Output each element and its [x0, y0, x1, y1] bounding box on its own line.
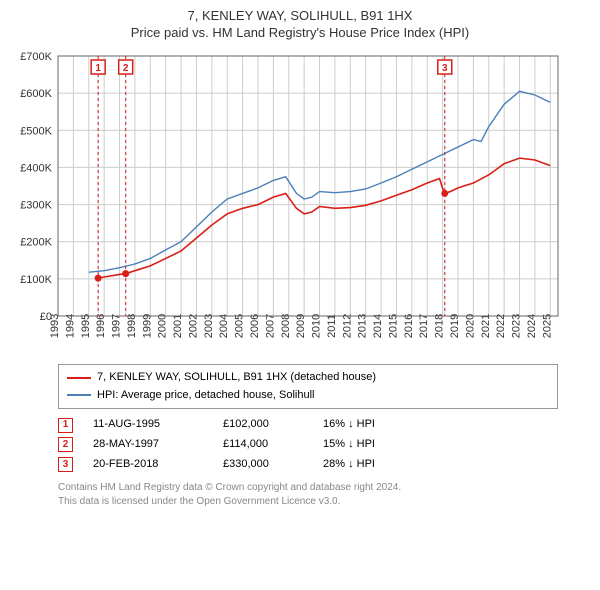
svg-text:2007: 2007 [264, 314, 276, 338]
svg-text:2003: 2003 [203, 314, 215, 338]
svg-text:£600K: £600K [20, 88, 52, 100]
sale-row: 3 20-FEB-2018 £330,000 28% ↓ HPI [58, 455, 558, 475]
title-subtitle: Price paid vs. HM Land Registry's House … [8, 25, 592, 40]
svg-text:2010: 2010 [311, 314, 323, 338]
svg-text:2006: 2006 [249, 314, 261, 338]
sale-badge: 3 [58, 457, 73, 472]
svg-text:2: 2 [123, 63, 129, 74]
svg-text:£700K: £700K [20, 51, 52, 63]
sale-row: 1 11-AUG-1995 £102,000 16% ↓ HPI [58, 415, 558, 435]
svg-text:1999: 1999 [141, 314, 153, 338]
legend-label: HPI: Average price, detached house, Soli… [97, 387, 315, 405]
sales-table: 1 11-AUG-1995 £102,000 16% ↓ HPI 2 28-MAY-199… [58, 415, 558, 474]
svg-text:2019: 2019 [449, 314, 461, 338]
sale-badge: 1 [58, 418, 73, 433]
footer-line1: Contains HM Land Registry data © Crown c… [58, 481, 592, 495]
title-block: 7, KENLEY WAY, SOLIHULL, B91 1HX Price p… [8, 8, 592, 40]
chart-container: £0£100K£200K£300K£400K£500K£600K£700K199… [8, 48, 592, 358]
svg-text:2020: 2020 [464, 314, 476, 338]
svg-text:2018: 2018 [434, 314, 446, 338]
sale-date: 20-FEB-2018 [93, 455, 203, 475]
svg-text:2024: 2024 [526, 314, 538, 338]
footer: Contains HM Land Registry data © Crown c… [58, 481, 592, 509]
svg-text:2022: 2022 [495, 314, 507, 338]
svg-text:2013: 2013 [357, 314, 369, 338]
sale-price: £114,000 [223, 435, 303, 455]
svg-text:2023: 2023 [511, 314, 523, 338]
svg-text:1995: 1995 [80, 314, 92, 338]
svg-text:2021: 2021 [480, 314, 492, 338]
sale-price: £330,000 [223, 455, 303, 475]
svg-text:1997: 1997 [111, 314, 123, 338]
footer-line2: This data is licensed under the Open Gov… [58, 495, 592, 509]
legend-swatch [67, 377, 91, 379]
svg-text:£100K: £100K [20, 274, 52, 286]
sale-diff: 15% ↓ HPI [323, 435, 423, 455]
svg-text:2011: 2011 [326, 314, 338, 338]
svg-text:2005: 2005 [234, 314, 246, 338]
sale-diff: 28% ↓ HPI [323, 455, 423, 475]
svg-text:2015: 2015 [387, 314, 399, 338]
sale-diff: 16% ↓ HPI [323, 415, 423, 435]
svg-text:2016: 2016 [403, 314, 415, 338]
svg-text:1: 1 [95, 63, 101, 74]
svg-text:2008: 2008 [280, 314, 292, 338]
sale-price: £102,000 [223, 415, 303, 435]
svg-text:£300K: £300K [20, 200, 52, 212]
svg-text:£400K: £400K [20, 162, 52, 174]
legend-swatch [67, 394, 91, 396]
svg-text:2000: 2000 [157, 314, 169, 338]
svg-text:2012: 2012 [341, 314, 353, 338]
svg-text:1993: 1993 [49, 314, 61, 338]
svg-text:2014: 2014 [372, 314, 384, 338]
legend-row: 7, KENLEY WAY, SOLIHULL, B91 1HX (detach… [67, 369, 549, 387]
svg-text:2025: 2025 [541, 314, 553, 338]
sale-row: 2 28-MAY-1997 £114,000 15% ↓ HPI [58, 435, 558, 455]
svg-text:3: 3 [442, 63, 448, 74]
svg-text:1994: 1994 [64, 314, 76, 338]
title-address: 7, KENLEY WAY, SOLIHULL, B91 1HX [8, 8, 592, 23]
svg-text:2001: 2001 [172, 314, 184, 338]
svg-text:1998: 1998 [126, 314, 138, 338]
legend-row: HPI: Average price, detached house, Soli… [67, 387, 549, 405]
sale-badge: 2 [58, 437, 73, 452]
svg-text:2004: 2004 [218, 314, 230, 338]
legend-label: 7, KENLEY WAY, SOLIHULL, B91 1HX (detach… [97, 369, 376, 387]
svg-text:2009: 2009 [295, 314, 307, 338]
svg-text:1996: 1996 [95, 314, 107, 338]
sale-date: 11-AUG-1995 [93, 415, 203, 435]
price-chart: £0£100K£200K£300K£400K£500K£600K£700K199… [8, 48, 588, 358]
svg-text:2002: 2002 [187, 314, 199, 338]
legend: 7, KENLEY WAY, SOLIHULL, B91 1HX (detach… [58, 364, 558, 409]
sale-date: 28-MAY-1997 [93, 435, 203, 455]
svg-text:£200K: £200K [20, 237, 52, 249]
svg-text:2017: 2017 [418, 314, 430, 338]
svg-text:£500K: £500K [20, 125, 52, 137]
